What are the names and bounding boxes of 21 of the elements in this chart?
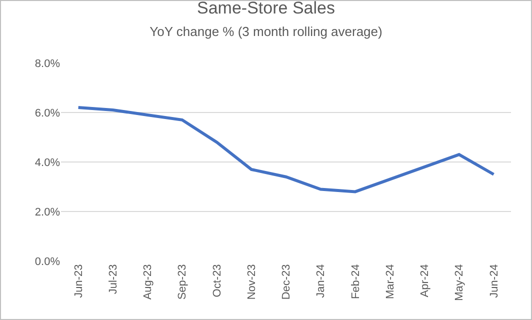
x-tick-label: Jun-23 [72, 264, 85, 298]
y-tick-label: 2.0% [34, 206, 60, 218]
x-tick-label: Feb-24 [350, 264, 362, 300]
y-tick-label: 0.0% [34, 256, 60, 268]
x-tick-label: Nov-23 [246, 264, 258, 300]
y-tick-label: 8.0% [34, 58, 60, 70]
chart-title: Same-Store Sales [197, 0, 335, 18]
x-tick-label: Sep-23 [176, 264, 189, 300]
x-tick-label: Apr-24 [419, 264, 432, 298]
x-tick-label: Aug-23 [142, 264, 154, 300]
x-tick-label: Dec-23 [280, 264, 293, 300]
x-tick-label: Jul-23 [107, 264, 120, 294]
x-tick-label: Oct-23 [211, 264, 224, 298]
chart-subtitle: YoY change % (3 month rolling average) [150, 24, 382, 39]
x-tick-label: Mar-24 [384, 264, 396, 300]
x-tick-label: Jun-24 [488, 264, 500, 298]
line-series [76, 106, 496, 194]
y-tick-label: 6.0% [34, 107, 60, 120]
x-tick-label: May-24 [454, 264, 466, 301]
x-tick-label: Jan-24 [315, 264, 328, 298]
y-tick-label: 4.0% [34, 156, 60, 169]
